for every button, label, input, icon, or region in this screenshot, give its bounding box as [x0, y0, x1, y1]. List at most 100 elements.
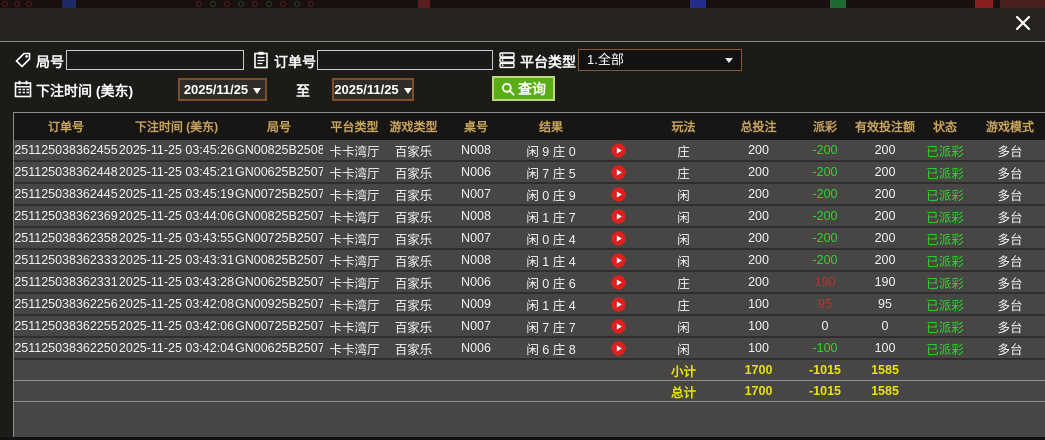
cell-order_id: 251125038362256	[14, 293, 118, 316]
cell-order_id: 251125038362331	[14, 271, 118, 294]
cell-platform: 卡卡湾厅	[323, 227, 386, 250]
cell-mode: 多台	[974, 161, 1045, 184]
play-video-icon[interactable]	[611, 142, 626, 158]
cell-result: 闲 0 庄 9	[511, 183, 591, 206]
cell-order_id: 251125038362369	[14, 205, 118, 228]
total-row-cell: 1585	[854, 380, 916, 402]
subtotal-row-cell	[118, 358, 235, 381]
bg-artifact	[1000, 0, 1045, 8]
bg-artifact	[62, 0, 76, 8]
cell-status: 已派彩	[916, 337, 974, 360]
search-button-label: 查询	[518, 80, 546, 97]
cell-bet_time: 2025-11-25 03:44:06	[118, 205, 235, 228]
bg-artifact	[14, 1, 20, 7]
cell-platform: 卡卡湾厅	[323, 315, 386, 338]
cell-table_no: N009	[441, 293, 511, 316]
total-row-cell	[916, 380, 974, 402]
total-row-cell: -1015	[796, 380, 854, 402]
total-row-cell: 1700	[721, 380, 796, 402]
cell-platform: 卡卡湾厅	[323, 293, 386, 316]
close-icon[interactable]	[1013, 13, 1033, 33]
tag-icon	[14, 51, 32, 74]
cell-mode: 多台	[974, 249, 1045, 272]
bg-artifact	[280, 1, 286, 7]
bg-artifact	[830, 0, 846, 8]
subtotal-row-cell	[323, 358, 386, 381]
bg-artifact	[975, 0, 993, 8]
clipboard-icon	[252, 51, 270, 74]
cell-total_bet: 200	[721, 227, 796, 250]
cell-valid_bet: 190	[854, 271, 916, 294]
play-video-icon[interactable]	[611, 208, 626, 224]
play-video-icon[interactable]	[611, 230, 626, 246]
platform-type-select[interactable]: 1.全部	[578, 49, 742, 71]
order-number-label: 订单号	[274, 54, 316, 70]
cell-status: 已派彩	[916, 249, 974, 272]
play-video-icon[interactable]	[611, 164, 626, 180]
chevron-down-icon	[725, 58, 733, 63]
cell-play: 闲	[646, 337, 721, 360]
column-header: 状态	[916, 113, 974, 140]
cell-payout: -100	[796, 337, 854, 360]
platform-type-label: 平台类型	[520, 54, 576, 70]
replay-cell	[591, 161, 646, 184]
cell-order_id: 251125038362333	[14, 249, 118, 272]
table-row: 251125038362333 2025-11-25 03:43:31 GN0082…	[14, 249, 1045, 272]
subtotal-row-cell	[386, 358, 441, 381]
cell-order_id: 251125038362455	[14, 140, 118, 162]
date-to-select[interactable]: 2025/11/25	[332, 78, 414, 101]
cell-round_id: GN00725B2507W	[235, 183, 323, 206]
cell-platform: 卡卡湾厅	[323, 271, 386, 294]
total-row-cell: 总计	[646, 380, 721, 402]
play-video-icon[interactable]	[611, 296, 626, 312]
background-game-strip	[0, 0, 1045, 8]
column-header: 游戏模式	[974, 113, 1045, 140]
bg-artifact	[266, 1, 272, 7]
round-number-label: 局号	[36, 54, 64, 70]
cell-platform: 卡卡湾厅	[323, 205, 386, 228]
subtotal-row-cell: 1700	[721, 358, 796, 381]
round-number-input[interactable]	[66, 50, 244, 70]
total-row-cell	[14, 380, 118, 402]
cell-payout: 95	[796, 293, 854, 316]
cell-result: 闲 0 庄 6	[511, 271, 591, 294]
cell-total_bet: 100	[721, 315, 796, 338]
cell-total_bet: 200	[721, 183, 796, 206]
play-video-icon[interactable]	[611, 186, 626, 202]
cell-mode: 多台	[974, 271, 1045, 294]
play-video-icon[interactable]	[611, 318, 626, 334]
cell-play: 闲	[646, 315, 721, 338]
cell-valid_bet: 100	[854, 337, 916, 360]
cell-valid_bet: 200	[854, 161, 916, 184]
order-number-input[interactable]	[317, 50, 493, 70]
records-tbody: 251125038362455 2025-11-25 03:45:26 GN0082…	[14, 140, 1045, 402]
play-video-icon[interactable]	[611, 252, 626, 268]
cell-table_no: N008	[441, 140, 511, 162]
cell-mode: 多台	[974, 205, 1045, 228]
cell-platform: 卡卡湾厅	[323, 249, 386, 272]
date-from-select[interactable]: 2025/11/25	[178, 78, 267, 101]
cell-bet_time: 2025-11-25 03:42:04	[118, 337, 235, 360]
play-video-icon[interactable]	[611, 340, 626, 356]
cell-result: 闲 9 庄 0	[511, 140, 591, 162]
cell-order_id: 251125038362448	[14, 161, 118, 184]
search-button[interactable]: 查询	[492, 76, 555, 101]
cell-platform: 卡卡湾厅	[323, 337, 386, 360]
bet-time-label: 下注时间 (美东)	[36, 83, 134, 99]
titlebar-divider	[0, 41, 1045, 42]
cell-payout: -200	[796, 249, 854, 272]
cell-play: 庄	[646, 293, 721, 316]
table-row: 251125038362256 2025-11-25 03:42:08 GN0092…	[14, 293, 1045, 316]
column-header: 局号	[235, 113, 323, 140]
bg-artifact	[294, 1, 300, 7]
column-header: 桌号	[441, 113, 511, 140]
cell-payout: -200	[796, 205, 854, 228]
table-row: 251125038362448 2025-11-25 03:45:21 GN0062…	[14, 161, 1045, 184]
bg-artifact	[26, 1, 32, 7]
column-header: 派彩	[796, 113, 854, 140]
cell-total_bet: 200	[721, 205, 796, 228]
cell-status: 已派彩	[916, 293, 974, 316]
total-row-cell	[591, 380, 646, 402]
play-video-icon[interactable]	[611, 274, 626, 290]
cell-play: 庄	[646, 161, 721, 184]
